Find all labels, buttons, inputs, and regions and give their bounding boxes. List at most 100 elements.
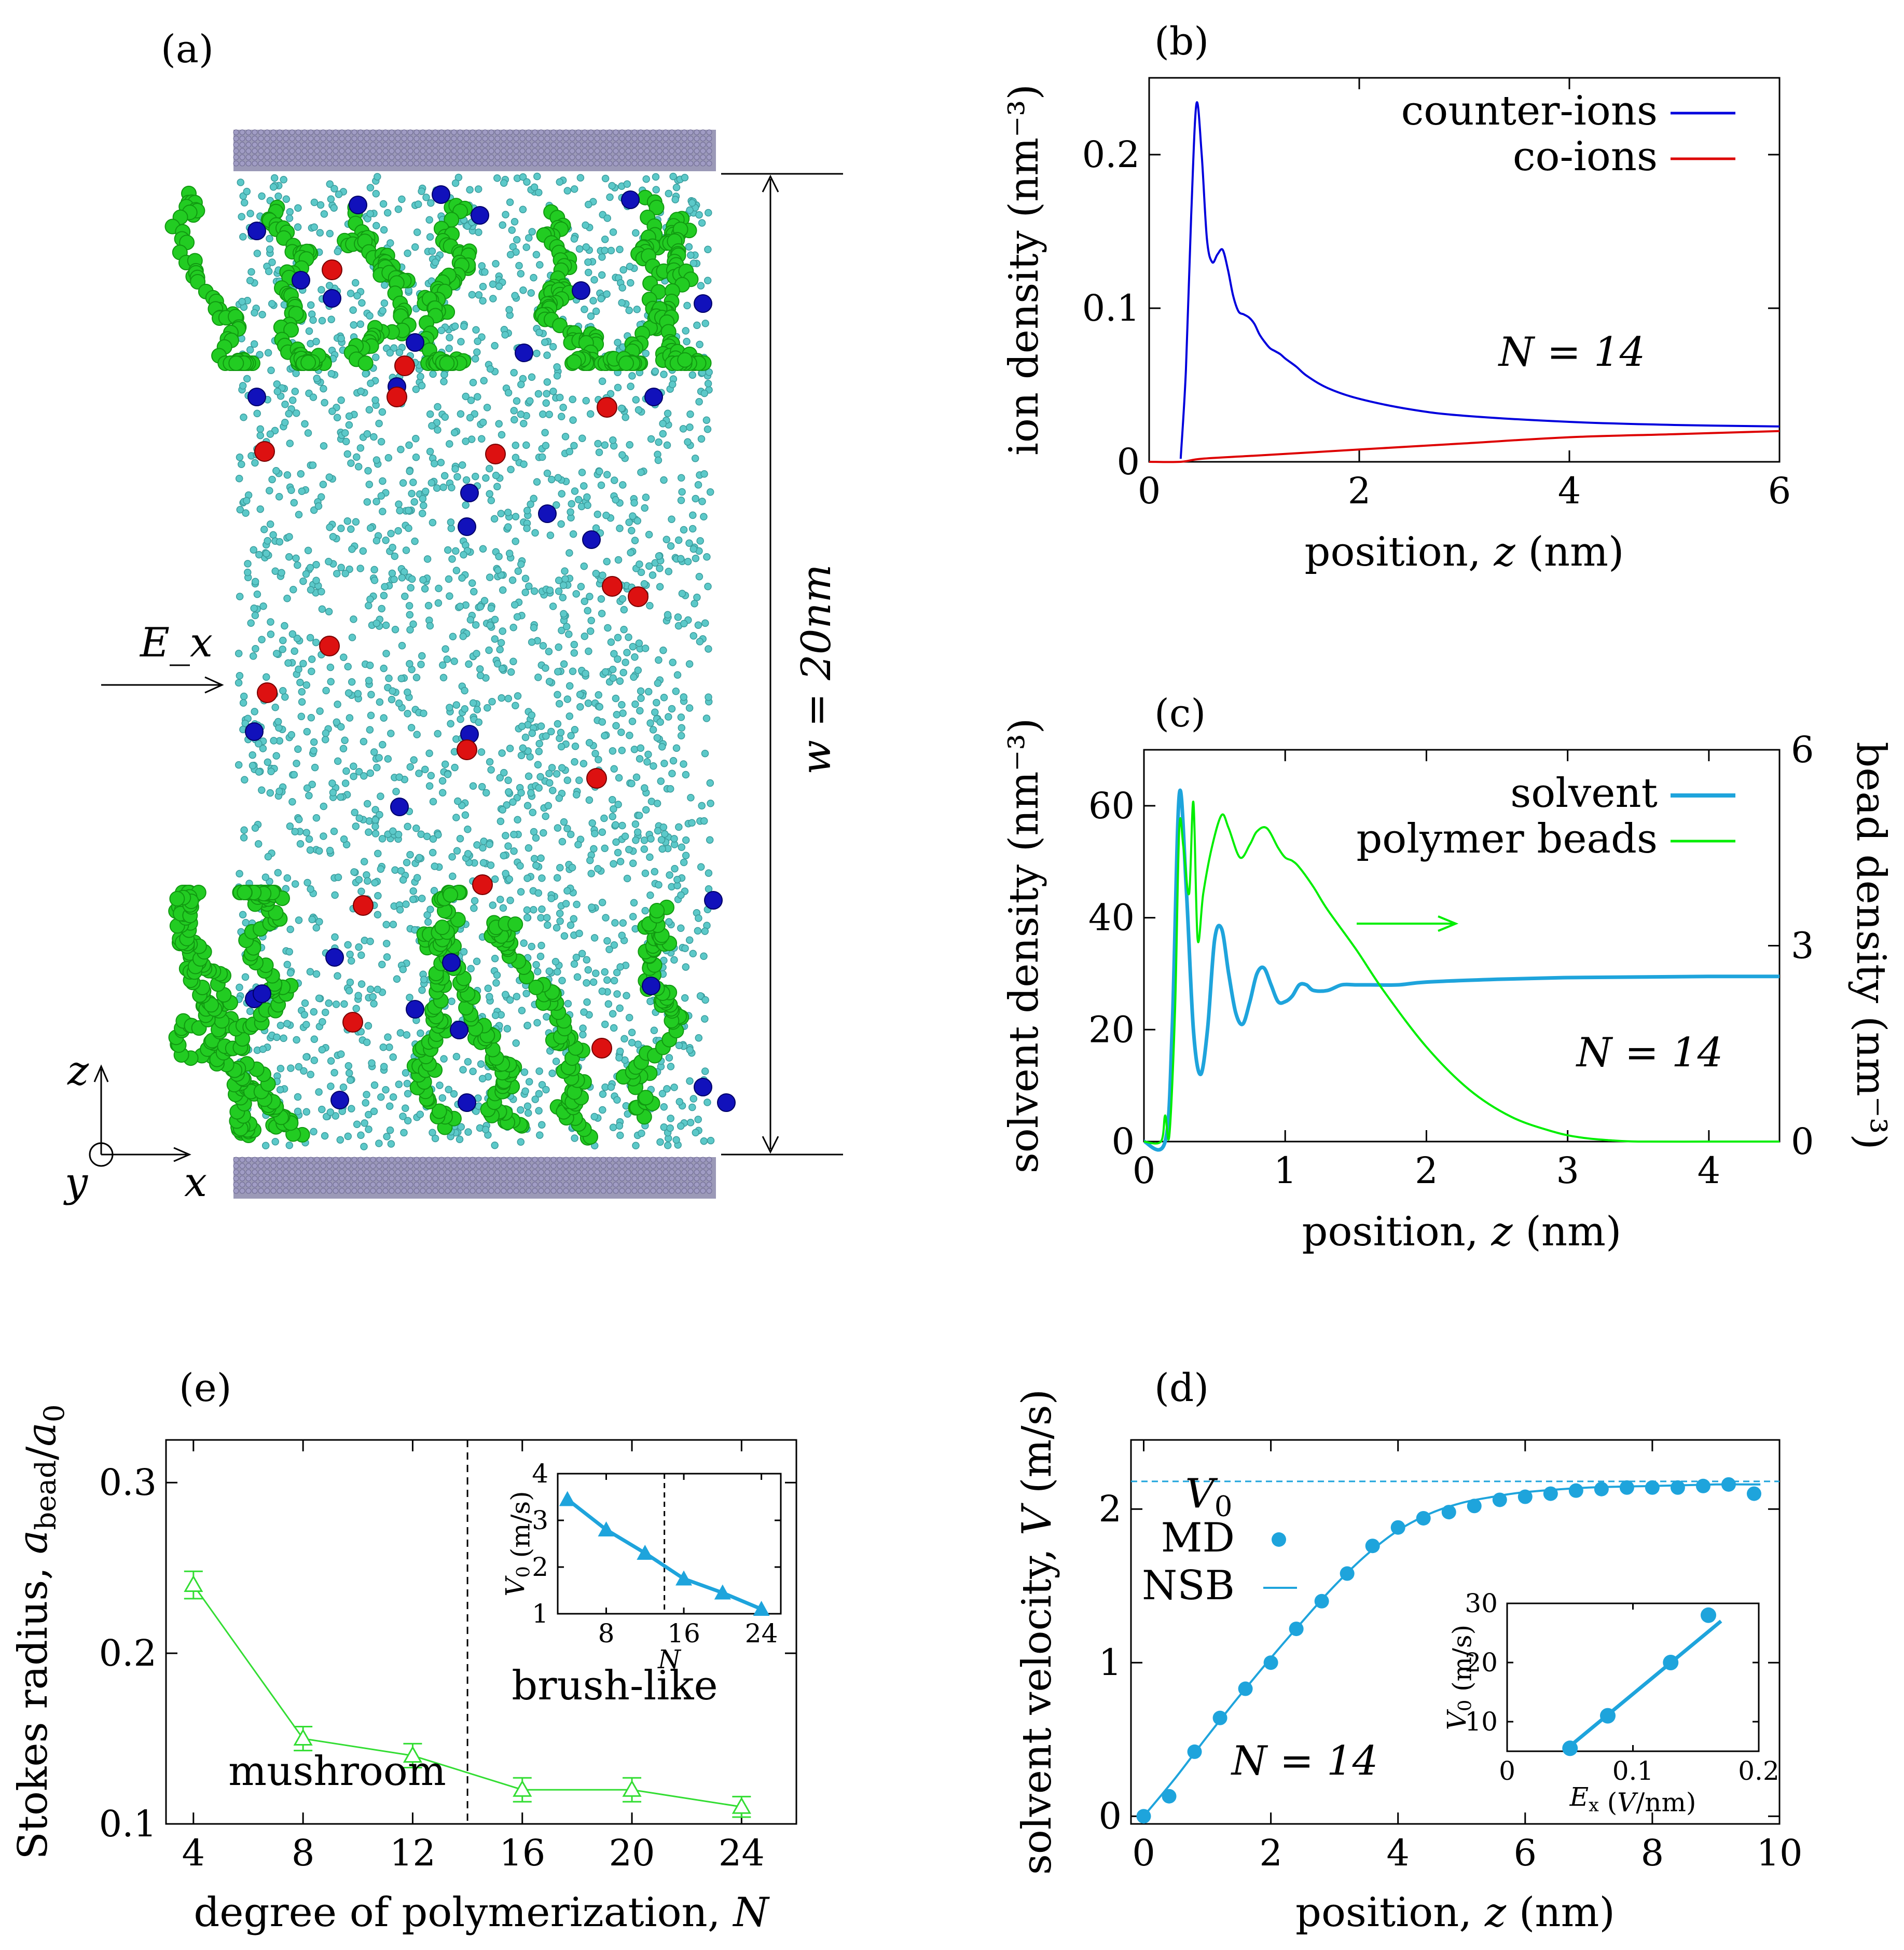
solvent-particle	[549, 342, 557, 351]
solvent-particle	[287, 486, 295, 495]
wall-atom	[401, 129, 407, 135]
solvent-particle	[445, 1086, 452, 1094]
solvent-particle	[382, 940, 391, 947]
annotation-mushroom: mushroom	[228, 1748, 446, 1795]
solvent-particle	[316, 201, 325, 209]
inset-point	[1562, 1740, 1578, 1756]
solvent-particle	[598, 898, 606, 907]
wall-atom	[550, 1188, 557, 1194]
wall-atom	[519, 148, 526, 154]
x-tick-label: 8	[292, 1832, 315, 1874]
text-span: solvent density (nm⁻³)	[1001, 718, 1047, 1174]
solvent-particle	[457, 1123, 465, 1131]
wall-atom	[382, 1188, 389, 1194]
text-span: (m/s)	[1447, 1625, 1478, 1700]
inset-point	[1600, 1708, 1616, 1724]
solvent-particle	[635, 639, 643, 647]
wall-atom	[675, 1175, 681, 1182]
solvent-particle	[417, 373, 424, 380]
wall-atom	[407, 1163, 413, 1169]
wall-atom	[407, 1157, 413, 1163]
wall-atom	[600, 1157, 606, 1163]
wall-atom	[594, 1157, 600, 1163]
solvent-particle	[689, 1095, 698, 1103]
solvent-particle	[660, 370, 668, 378]
wall-atom	[432, 154, 438, 160]
text-span: (	[1599, 1788, 1617, 1818]
wall-atom	[675, 1157, 681, 1163]
solvent-particle	[605, 945, 613, 954]
solvent-particle	[438, 777, 447, 785]
solvent-particle	[528, 711, 536, 719]
solvent-particle	[555, 700, 563, 708]
solvent-particle	[525, 772, 533, 780]
solvent-particle	[610, 805, 617, 813]
wall-atom	[463, 129, 470, 135]
solvent-particle	[449, 633, 457, 640]
wall-atom	[233, 129, 239, 135]
solvent-particle	[341, 569, 349, 578]
wall-atom	[364, 1163, 370, 1169]
wall-atom	[600, 1188, 606, 1194]
data-point	[293, 1728, 313, 1746]
wall-atom	[681, 160, 687, 167]
wall-atom	[252, 1175, 258, 1182]
solvent-particle	[696, 537, 704, 545]
solvent-particle	[315, 847, 323, 855]
solvent-particle	[559, 403, 567, 411]
solvent-particle	[451, 465, 459, 473]
wall-atom	[526, 148, 532, 154]
solvent-particle	[489, 280, 497, 288]
solvent-particle	[634, 1040, 642, 1048]
solvent-particle	[546, 531, 555, 539]
solvent-particle	[474, 185, 482, 193]
solvent-particle	[610, 765, 618, 773]
wall-atom	[569, 1157, 575, 1163]
wall-atom	[333, 1175, 339, 1182]
wall-atom	[326, 1175, 333, 1182]
solvent-particle	[519, 205, 527, 213]
inset-fit-line	[1562, 1619, 1722, 1753]
solvent-particle	[251, 459, 259, 467]
wall-atom	[582, 129, 588, 135]
solvent-particle	[445, 575, 453, 583]
wall-atom	[376, 160, 382, 167]
wall-atom	[476, 1188, 482, 1194]
solvent-particle	[616, 858, 625, 866]
solvent-particle	[659, 430, 667, 438]
counter-ion	[458, 517, 476, 536]
solvent-particle	[356, 444, 365, 452]
solvent-particle	[313, 375, 321, 382]
solvent-particle	[654, 456, 663, 464]
wall-atom	[463, 135, 470, 142]
x-tick-label: 6	[1768, 470, 1791, 512]
solvent-particle	[486, 464, 493, 473]
wall-atom	[270, 142, 277, 148]
solvent-particle	[555, 587, 563, 595]
solvent-particle	[368, 1059, 376, 1067]
solvent-particle	[646, 891, 654, 899]
solvent-particle	[496, 817, 505, 826]
solvent-particle	[586, 856, 594, 864]
md-point	[1390, 1520, 1405, 1535]
solvent-particle	[619, 668, 627, 677]
solvent-particle	[644, 688, 653, 696]
wall-atom	[283, 1163, 289, 1169]
solvent-particle	[618, 299, 626, 307]
solvent-particle	[594, 510, 602, 518]
solvent-particle	[244, 560, 252, 568]
wall-atom	[575, 1163, 582, 1169]
solvent-particle	[378, 960, 386, 969]
solvent-particle	[530, 587, 539, 595]
wall-atom	[494, 1182, 501, 1188]
solvent-particle	[243, 187, 251, 196]
solvent-particle	[583, 998, 591, 1006]
solvent-particle	[701, 996, 709, 1004]
wall-atom	[656, 1157, 663, 1163]
wall-atom	[606, 148, 613, 154]
solvent-particle	[680, 760, 687, 768]
solvent-particle	[383, 953, 391, 961]
solvent-particle	[400, 1129, 408, 1137]
wall-atom	[613, 1169, 619, 1175]
solvent-particle	[669, 757, 678, 765]
